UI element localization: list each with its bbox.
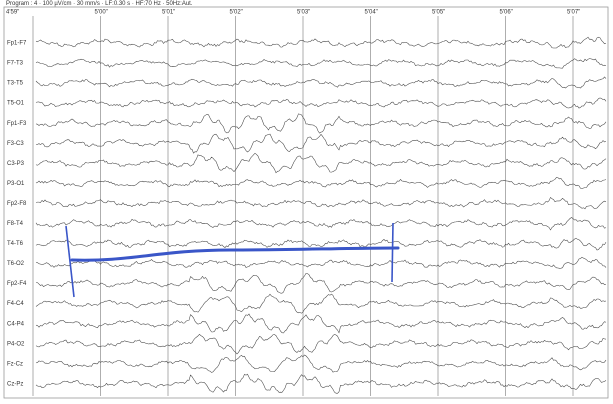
time-label: 5'07"	[567, 10, 580, 16]
channel-label: F7-T3	[7, 61, 24, 67]
eeg-trace	[35, 36, 607, 49]
eeg-trace	[35, 113, 607, 134]
eeg-trace	[35, 196, 607, 210]
time-label: 5'03"	[297, 10, 310, 16]
time-label: 5'02"	[230, 10, 243, 16]
channel-label: T5-O1	[7, 101, 25, 107]
channel-label: Fz-Cz	[7, 361, 23, 367]
eeg-trace	[35, 256, 607, 269]
eeg-trace	[35, 58, 607, 69]
eeg-trace	[35, 176, 607, 189]
hand-annotation	[65, 222, 400, 298]
header-text: Program : 4 · 100 µV/cm · 30 mm/s · LF:0…	[6, 1, 193, 7]
eeg-trace	[36, 273, 607, 294]
channel-label: Fp1-F3	[7, 121, 27, 127]
channel-label: F4-C4	[7, 301, 24, 307]
eeg-trace	[35, 373, 607, 394]
annotation-tick-right	[391, 222, 394, 283]
time-grid: 4'59" 5'00" 5'01" 5'02" 5'03" 5'04" 5'05" 5'06"…	[6, 10, 580, 396]
channel-label: C3-P3	[7, 161, 25, 167]
channel-label: F3-C3	[7, 141, 24, 147]
channel-label: Cz-Pz	[7, 381, 23, 387]
eeg-trace	[35, 354, 607, 373]
eeg-trace	[36, 133, 607, 154]
channel-label: Fp2-F8	[7, 201, 27, 207]
eeg-trace	[35, 217, 607, 231]
channel-label: T3-T5	[7, 81, 24, 87]
channel-label: P3-O1	[7, 181, 25, 187]
page-frame	[3, 6, 609, 399]
time-label: 4'59"	[6, 10, 19, 16]
channel-label: T4-T6	[7, 241, 24, 247]
channel-label: C4-P4	[7, 321, 25, 327]
channel-label: T6-O2	[7, 261, 25, 267]
eeg-trace	[35, 237, 607, 251]
eeg-trace	[35, 97, 607, 109]
eeg-trace	[35, 293, 607, 314]
channel-labels: Fp1-F7 F7-T3 T3-T5 T5-O1 Fp1-F3 F3-C3 C3-P3 P3-…	[7, 41, 27, 388]
channel-label: P4-O2	[7, 341, 25, 347]
annotation-tick-left	[65, 225, 75, 298]
time-label: 5'01"	[162, 10, 175, 16]
waveforms	[35, 36, 607, 394]
time-label: 5'05"	[432, 10, 445, 16]
eeg-trace	[35, 152, 607, 174]
eeg-trace	[35, 313, 607, 334]
time-label: 5'00"	[95, 10, 108, 16]
channel-label: F8-T4	[7, 221, 24, 227]
channel-label: Fp2-F4	[7, 281, 27, 287]
time-label: 5'06"	[500, 10, 513, 16]
channel-label: Fp1-F7	[7, 41, 27, 47]
annotation-line	[70, 246, 400, 262]
eeg-trace	[35, 76, 607, 89]
eeg-trace	[35, 333, 607, 355]
time-label: 5'04"	[365, 10, 378, 16]
